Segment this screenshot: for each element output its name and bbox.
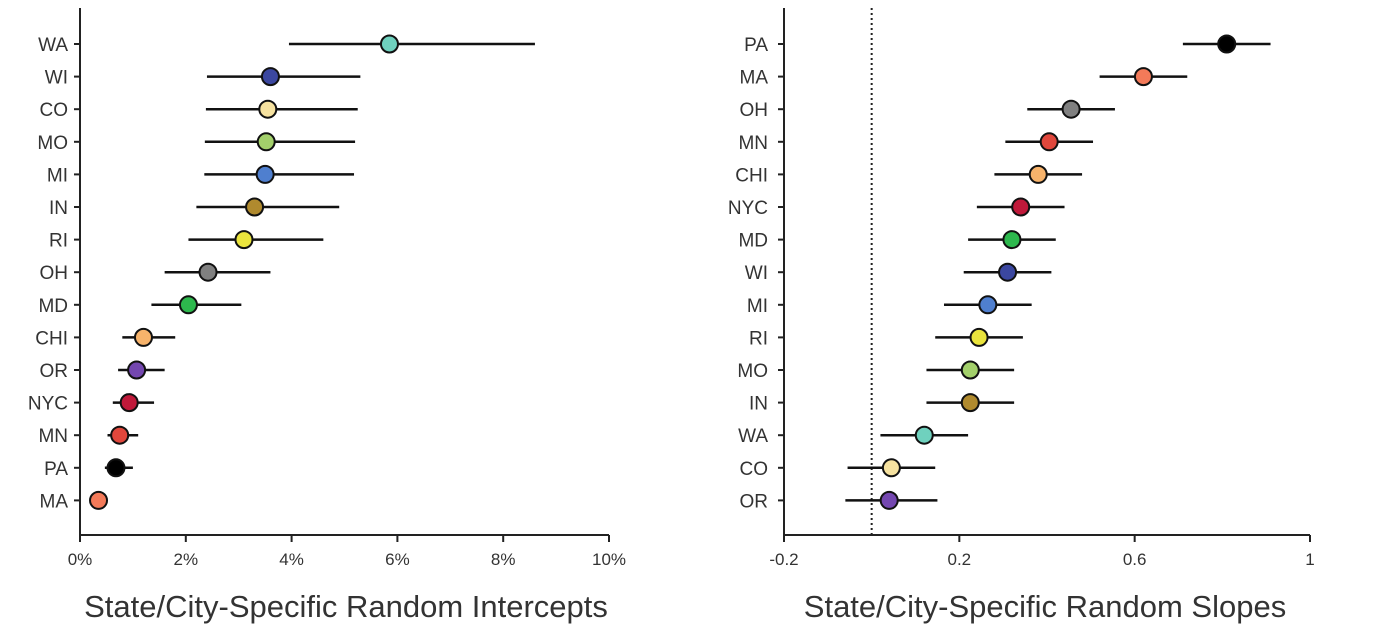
point-marker [255, 164, 275, 184]
x-tick-label: 0.2 [948, 550, 972, 569]
category-label: WA [38, 35, 68, 56]
point-marker [998, 262, 1018, 282]
category-label: MO [737, 361, 768, 382]
point-marker [1011, 197, 1031, 217]
point-marker [960, 360, 980, 380]
point-marker [256, 132, 276, 152]
point-marker [879, 490, 899, 510]
category-label: CO [40, 100, 69, 121]
x-tick-label: 1 [1305, 550, 1314, 569]
category-label: MI [747, 296, 768, 317]
point-marker [1061, 99, 1081, 119]
x-tick-label: 2% [174, 550, 199, 569]
category-label: IN [49, 198, 68, 219]
category-label: RI [749, 328, 768, 349]
point-marker [1217, 34, 1237, 54]
x-tick-label: 0.6 [1123, 550, 1147, 569]
category-label: OH [740, 100, 769, 121]
point-marker [260, 67, 280, 87]
point-marker [198, 262, 218, 282]
category-label: OR [740, 491, 769, 512]
category-label: CHI [35, 328, 68, 349]
point-marker [110, 425, 130, 445]
category-label: MA [740, 68, 769, 89]
category-label: PA [744, 35, 768, 56]
x-tick-label: 6% [385, 550, 410, 569]
point-marker [234, 230, 254, 250]
point-marker [1133, 67, 1153, 87]
point-marker [960, 393, 980, 413]
category-label: WI [745, 263, 768, 284]
category-label: WA [738, 426, 768, 447]
point-marker [1039, 132, 1059, 152]
intercepts-panel: 0% 2% 4% 6% 8% 10% State/City-Specific Random … [28, 8, 626, 624]
point-marker [258, 99, 278, 119]
category-label: MN [738, 133, 768, 154]
point-marker [1028, 164, 1048, 184]
point-marker [379, 34, 399, 54]
point-marker [178, 295, 198, 315]
point-marker [133, 327, 153, 347]
point-marker [245, 197, 265, 217]
x-tick-label: 0% [68, 550, 93, 569]
category-label: RI [49, 231, 68, 252]
x-tick-label: 10% [592, 550, 626, 569]
category-label: NYC [28, 394, 68, 415]
category-label: NYC [728, 198, 768, 219]
category-label: WI [45, 68, 68, 89]
point-marker [978, 295, 998, 315]
category-label: CHI [735, 165, 768, 186]
point-marker [127, 360, 147, 380]
category-label: OH [40, 263, 69, 284]
category-label: MN [38, 426, 68, 447]
category-label: OR [40, 361, 69, 382]
point-marker [881, 458, 901, 478]
category-label: MI [47, 165, 68, 186]
x-axis-title: State/City-Specific Random Intercepts [84, 589, 608, 624]
category-label: MD [38, 296, 68, 317]
category-label: IN [749, 394, 768, 415]
point-marker [89, 490, 109, 510]
point-marker [106, 458, 126, 478]
slopes-panel: -0.2 0.2 0.6 1 State/City-Specific Random Sl… [728, 8, 1315, 624]
point-marker [969, 327, 989, 347]
category-label: MO [37, 133, 68, 154]
category-label: CO [740, 459, 769, 480]
category-label: PA [44, 459, 68, 480]
x-tick-label: 8% [491, 550, 516, 569]
category-label: MD [738, 231, 768, 252]
point-marker [914, 425, 934, 445]
point-marker [1002, 230, 1022, 250]
x-tick-label: -0.2 [769, 550, 798, 569]
x-tick-label: 4% [279, 550, 304, 569]
point-marker [119, 393, 139, 413]
category-label: MA [40, 491, 69, 512]
x-axis-title: State/City-Specific Random Slopes [804, 589, 1286, 624]
